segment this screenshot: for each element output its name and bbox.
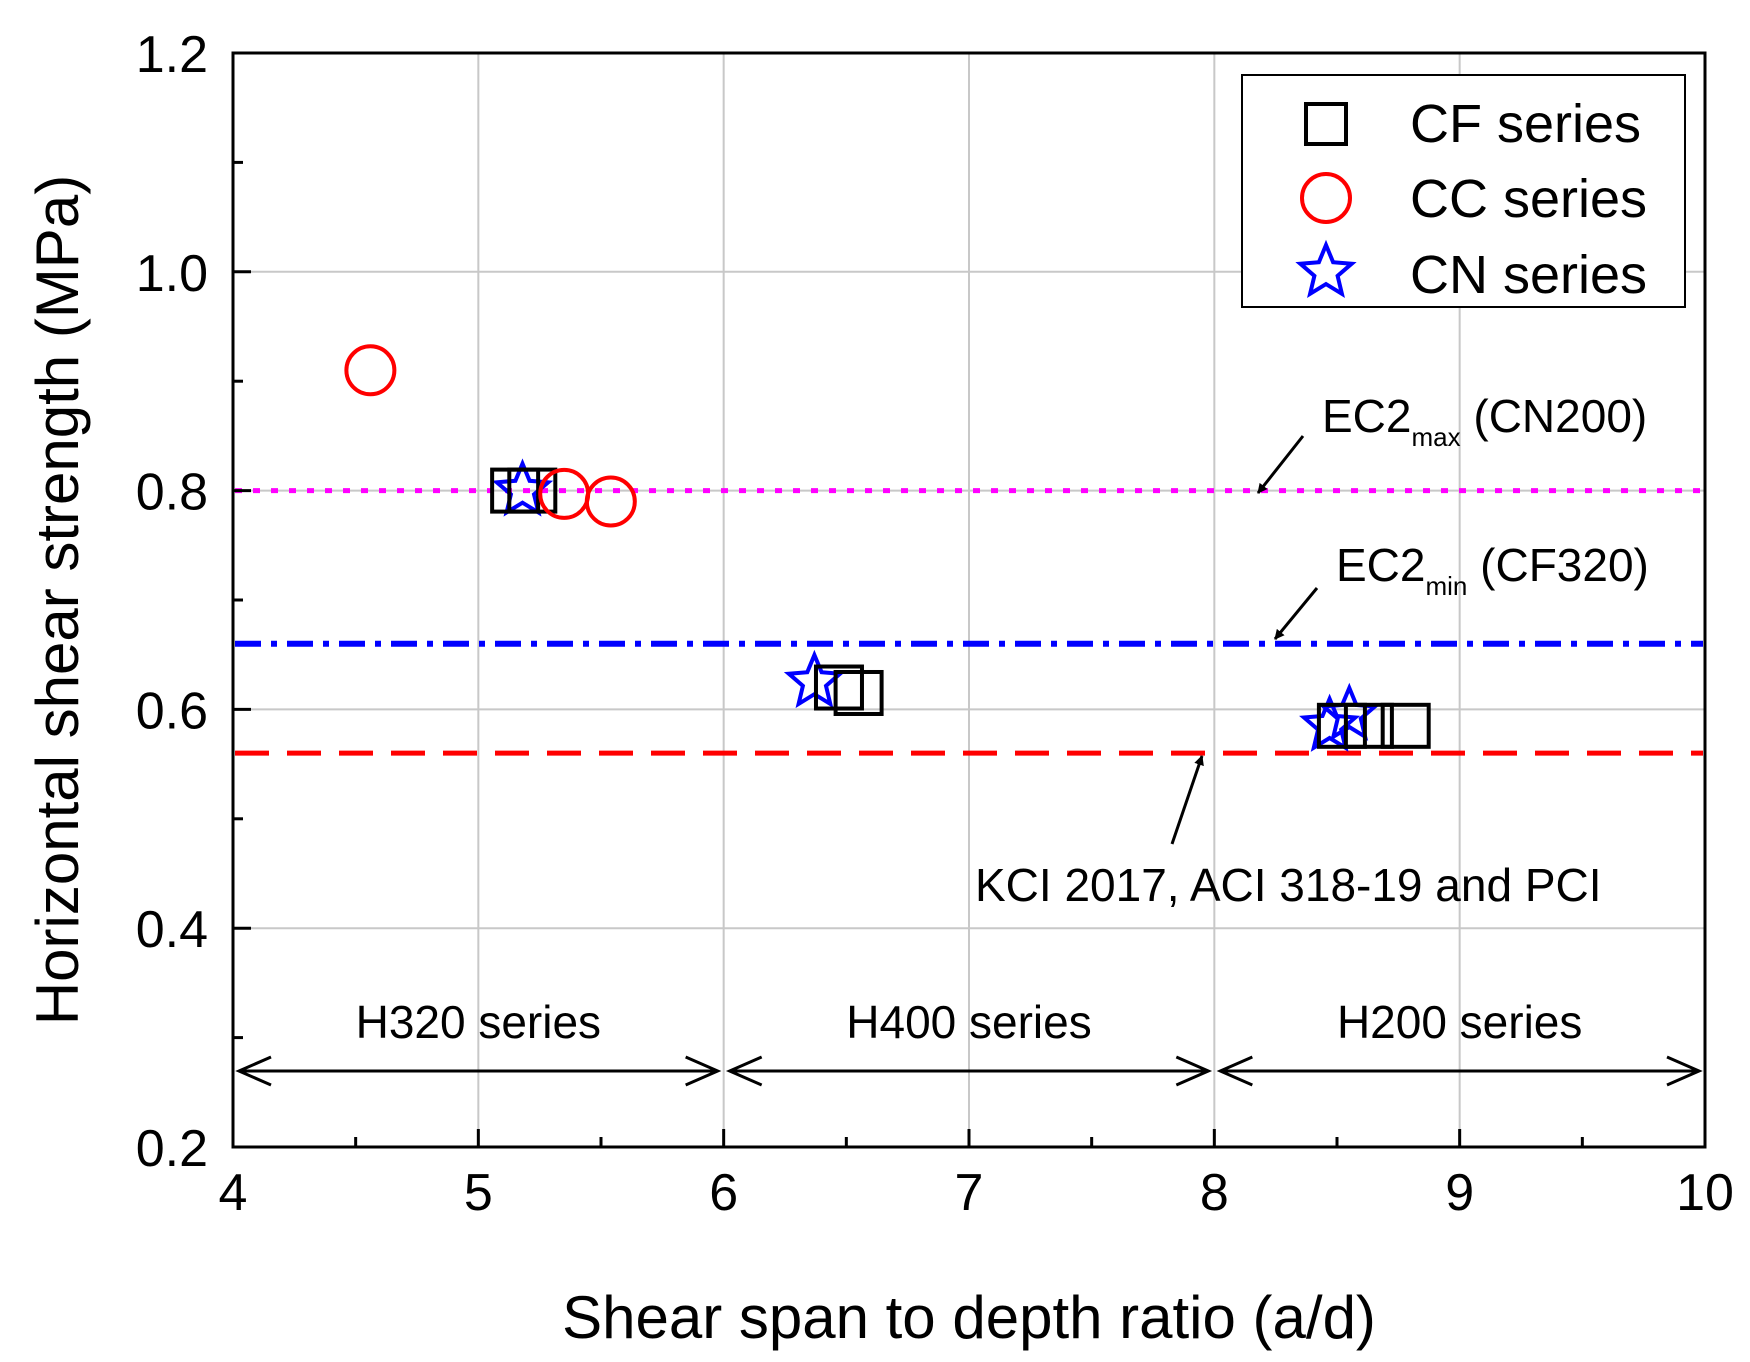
data-points bbox=[344, 344, 1431, 752]
range-label: H320 series bbox=[356, 996, 601, 1048]
y-tick-labels: 0.2 0.4 0.6 0.8 1.0 1.2 bbox=[136, 26, 208, 1178]
x-tick-labels: 4 5 6 7 8 9 10 bbox=[219, 1164, 1734, 1222]
cc-point bbox=[538, 467, 591, 520]
cf-point bbox=[507, 467, 558, 514]
ec2min-annotation: EC2min (CF320) bbox=[1273, 539, 1649, 640]
range-arrow-left-head bbox=[235, 1055, 272, 1087]
x-tick-label: 4 bbox=[219, 1164, 248, 1222]
cf-point bbox=[1380, 702, 1431, 749]
kci-arrow bbox=[1170, 755, 1204, 845]
range-label: H200 series bbox=[1337, 996, 1582, 1048]
cn-point bbox=[1318, 682, 1380, 741]
ec2max-label-main: EC2 bbox=[1322, 390, 1411, 442]
cf-point bbox=[1316, 702, 1367, 749]
y-tick-label: 0.6 bbox=[136, 682, 208, 740]
cc-point bbox=[344, 344, 397, 397]
range-arrow-left-head bbox=[1216, 1055, 1253, 1087]
y-tick-label: 0.8 bbox=[136, 464, 208, 522]
x-tick-label: 6 bbox=[709, 1164, 738, 1222]
ec2min-label-rest: (CF320) bbox=[1467, 539, 1648, 591]
y-tick-label: 1.2 bbox=[136, 26, 208, 84]
x-tick-label: 5 bbox=[464, 1164, 493, 1222]
ec2max-label-sub: max bbox=[1411, 422, 1460, 452]
ec2max-label-rest: (CN200) bbox=[1461, 390, 1648, 442]
cc-point bbox=[584, 475, 637, 528]
cf-point bbox=[813, 664, 864, 711]
x-tick-label: 7 bbox=[955, 1164, 984, 1222]
y-tick-label: 1.0 bbox=[136, 245, 208, 303]
axis-ticks bbox=[231, 51, 1707, 1149]
legend-box bbox=[1241, 74, 1686, 308]
x-axis-title: Shear span to depth ratio (a/d) bbox=[562, 1284, 1376, 1351]
cn-point bbox=[1299, 693, 1361, 752]
ec2max-annotation: EC2max (CN200) bbox=[1256, 390, 1647, 494]
y-tick-label: 0.2 bbox=[136, 1120, 208, 1178]
svg-text:EC2min (CF320): EC2min (CF320) bbox=[1336, 539, 1649, 601]
range-arrow-right-head bbox=[685, 1055, 722, 1087]
legend: CF series CC series CN series bbox=[1241, 74, 1686, 308]
range-arrow-right-head bbox=[1175, 1055, 1213, 1087]
ec2min-arrow bbox=[1273, 587, 1319, 640]
range-arrow-right-head bbox=[1666, 1055, 1703, 1087]
range-label: H400 series bbox=[846, 996, 1091, 1048]
ec2min-label-sub: min bbox=[1425, 571, 1467, 601]
x-tick-label: 9 bbox=[1445, 1164, 1474, 1222]
svg-text:EC2max (CN200): EC2max (CN200) bbox=[1322, 390, 1647, 452]
kci-label: KCI 2017, ACI 318-19 and PCI bbox=[975, 859, 1602, 911]
legend-label-cc: CC series bbox=[1410, 169, 1647, 229]
y-axis-title: Horizontal shear strength (MPa) bbox=[24, 175, 91, 1025]
legend-label-cn: CN series bbox=[1410, 245, 1647, 305]
y-tick-label: 0.4 bbox=[136, 901, 208, 959]
x-tick-label: 10 bbox=[1676, 1164, 1734, 1222]
legend-square-icon bbox=[1304, 102, 1348, 146]
ec2min-label-main: EC2 bbox=[1336, 539, 1425, 591]
cf-point bbox=[833, 669, 884, 716]
reference-lines bbox=[235, 488, 1703, 756]
x-tick-label: 8 bbox=[1200, 1164, 1229, 1222]
legend-label-cf: CF series bbox=[1410, 94, 1641, 154]
series-ranges: H320 series H400 series H200 series bbox=[235, 996, 1703, 1087]
ec2max-arrow bbox=[1256, 435, 1305, 494]
range-arrow-left-head bbox=[725, 1055, 763, 1087]
legend-circle-icon bbox=[1300, 172, 1352, 224]
cf-point bbox=[1343, 702, 1394, 749]
legend-star-icon bbox=[1295, 239, 1357, 299]
kci-annotation: KCI 2017, ACI 318-19 and PCI bbox=[975, 755, 1602, 911]
